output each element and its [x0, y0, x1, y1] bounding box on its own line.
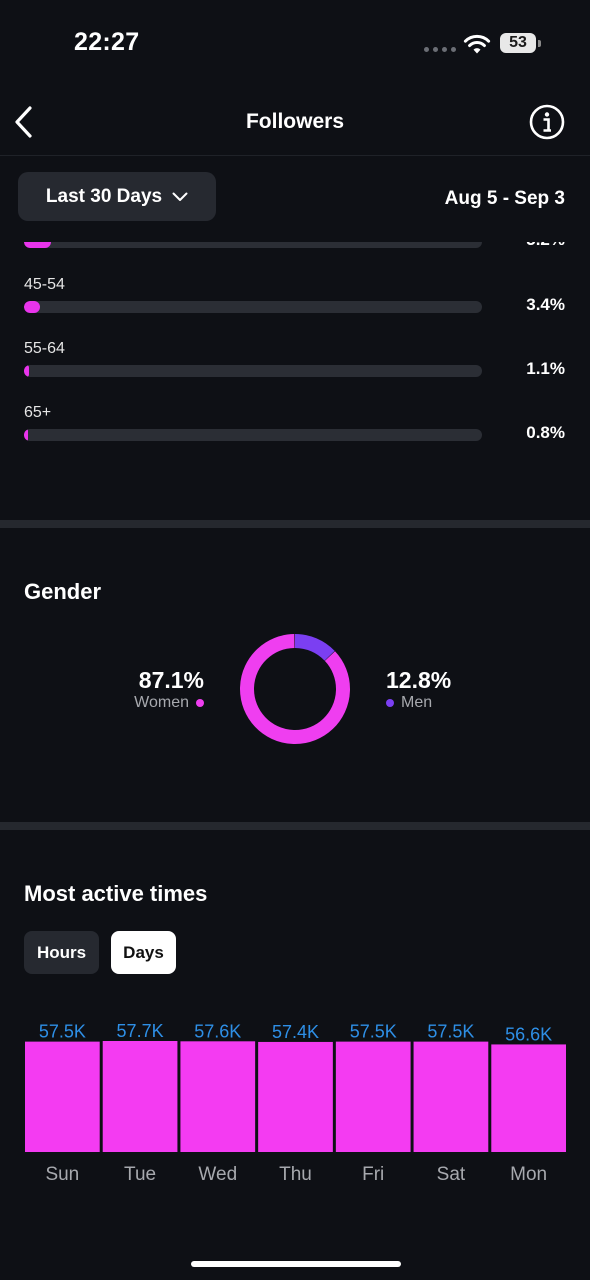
section-divider [0, 520, 590, 528]
date-range-dropdown-label: Last 30 Days [45, 185, 163, 207]
battery-tip [538, 40, 541, 47]
age-bar-fill-55-64 [24, 365, 30, 377]
bar-fri [335, 1041, 411, 1152]
bar-wed [180, 1041, 256, 1152]
age-bar-track-55-64 [24, 365, 482, 377]
date-range-dropdown[interactable]: Last 30 Days [18, 172, 216, 221]
age-percent-45-54: 3.4% [526, 295, 565, 314]
bar-value-label: 57.6K [194, 1021, 241, 1041]
bar-category-label: Mon [510, 1164, 547, 1185]
women-percent: 87.1% [138, 667, 204, 693]
women-legend: Women [134, 694, 204, 712]
back-chevron-icon[interactable] [12, 105, 36, 139]
age-bar-track-45-54 [24, 301, 482, 313]
battery-icon: 53 [500, 33, 536, 53]
section-divider [0, 822, 590, 830]
bar-category-label: Wed [198, 1164, 237, 1185]
bar-value-label: 57.5K [39, 1022, 86, 1042]
home-indicator [191, 1261, 401, 1267]
days-toggle-button[interactable]: Days [111, 931, 176, 974]
gender-title: Gender [24, 579, 102, 604]
bar-mon [491, 1044, 566, 1152]
age-bar-fill-65-plus [24, 429, 28, 441]
bar-category-label: Sat [437, 1164, 466, 1185]
men-dot [386, 699, 394, 707]
bar-value-label: 57.5K [427, 1022, 474, 1042]
donut-men-arc [240, 634, 350, 744]
men-legend: Men [386, 694, 432, 712]
bar-thu [258, 1041, 333, 1152]
active-days-bar-chart: 57.5K Sun 57.7K Tue 57.6K Wed 57.4K Thu 57.5K Fri… [25, 1021, 566, 1185]
cellular-signal-icon [424, 47, 456, 52]
age-label-55-64: 55-64 [24, 340, 65, 357]
chevron-down-icon [172, 192, 188, 201]
age-percent-65-plus: 0.8% [526, 423, 565, 442]
header-divider [0, 155, 590, 156]
age-bar-fill-45-54 [24, 301, 40, 313]
age-label-65-plus: 65+ [24, 404, 52, 421]
info-icon[interactable] [529, 104, 565, 140]
status-time: 22:27 [74, 28, 140, 56]
men-percent: 12.8% [386, 667, 452, 693]
bar-value-label: 57.7K [117, 1021, 164, 1041]
bar-category-label: Tue [124, 1164, 156, 1185]
hours-toggle-button[interactable]: Hours [24, 931, 99, 974]
bar-sun [25, 1041, 100, 1152]
bar-tue [102, 1041, 178, 1152]
wifi-icon [463, 34, 491, 54]
bar-category-label: Fri [362, 1164, 384, 1185]
bar-category-label: Thu [279, 1164, 312, 1185]
women-label: Women [134, 694, 189, 711]
donut-women-arc [240, 634, 350, 744]
age-bar-track-65-plus [24, 429, 482, 441]
date-range-text: Aug 5 - Sep 3 [444, 188, 565, 209]
women-dot [196, 699, 204, 707]
page-title: Followers [245, 110, 345, 133]
age-percent-55-64: 1.1% [526, 359, 565, 378]
age-label-45-54: 45-54 [24, 276, 65, 293]
bar-category-label: Sun [45, 1164, 79, 1185]
men-label: Men [401, 694, 433, 711]
most-active-title: Most active times [24, 881, 208, 906]
bar-value-label: 56.6K [505, 1024, 552, 1044]
bar-value-label: 57.4K [272, 1022, 319, 1042]
bar-value-label: 57.5K [350, 1022, 397, 1042]
gender-donut-chart [240, 634, 350, 744]
bar-sat [413, 1041, 489, 1152]
